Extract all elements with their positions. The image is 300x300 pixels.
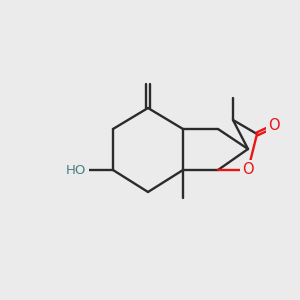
Text: O: O <box>242 163 254 178</box>
Text: HO: HO <box>66 164 86 176</box>
Text: O: O <box>268 118 280 134</box>
